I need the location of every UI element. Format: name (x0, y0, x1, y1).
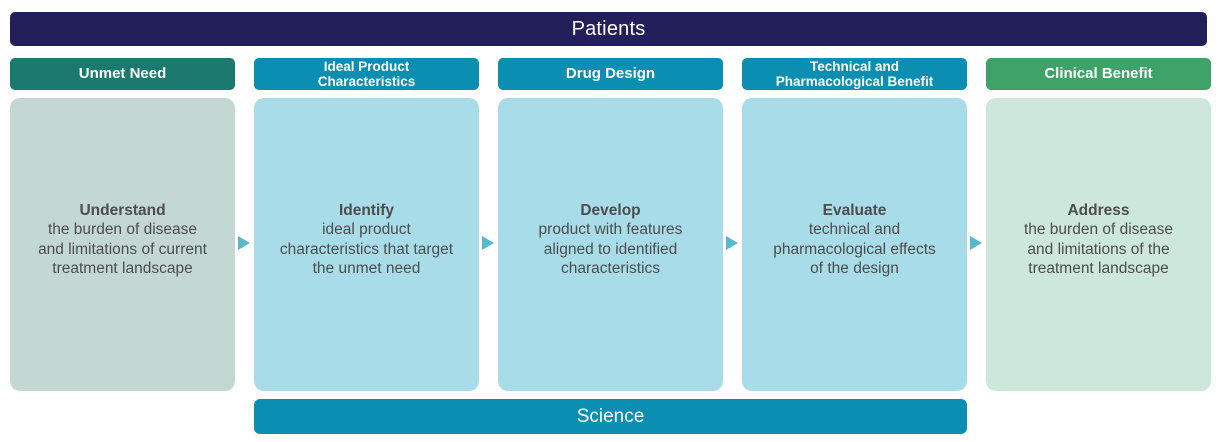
box-develop: Develop product with features aligned to… (498, 98, 723, 391)
science-banner-label: Science (576, 405, 645, 427)
box-understand: Understand the burden of disease and lim… (10, 98, 235, 391)
header-technical-pharmacological-benefit: Technical and Pharmacological Benefit (742, 58, 967, 90)
right-arrow-icon (482, 236, 494, 250)
header-ideal-product-characteristics: Ideal Product Characteristics (254, 58, 479, 90)
box-understand-body: the burden of disease and limitations of… (38, 221, 207, 277)
box-address-body: the burden of disease and limitations of… (1023, 221, 1174, 277)
right-arrow-icon (970, 236, 982, 250)
box-evaluate-body: technical and pharmacological effects of… (773, 221, 936, 277)
header-drug-design: Drug Design (498, 58, 723, 90)
patients-banner: Patients (10, 12, 1207, 46)
box-develop-lead: Develop (580, 201, 641, 219)
box-identify: Identify ideal product characteristics t… (254, 98, 479, 391)
box-identify-body: ideal product characteristics that targe… (279, 221, 454, 277)
header-unmet-need: Unmet Need (10, 58, 235, 90)
box-understand-lead: Understand (79, 201, 166, 219)
box-identify-lead: Identify (338, 201, 395, 219)
content-boxes-row: Understand the burden of disease and lim… (10, 98, 1211, 391)
right-arrow-icon (726, 236, 738, 250)
box-evaluate: Evaluate technical and pharmacological e… (742, 98, 967, 391)
science-banner: Science (254, 399, 967, 434)
right-arrow-icon (238, 236, 250, 250)
patients-banner-label: Patients (571, 17, 646, 40)
box-address: Address the burden of disease and limita… (986, 98, 1211, 391)
header-clinical-benefit: Clinical Benefit (986, 58, 1211, 90)
box-evaluate-lead: Evaluate (822, 201, 887, 219)
box-address-lead: Address (1067, 201, 1130, 219)
box-develop-body: product with features aligned to identif… (538, 221, 683, 277)
column-headers-row: Unmet Need Ideal Product Characteristics… (10, 58, 1211, 90)
